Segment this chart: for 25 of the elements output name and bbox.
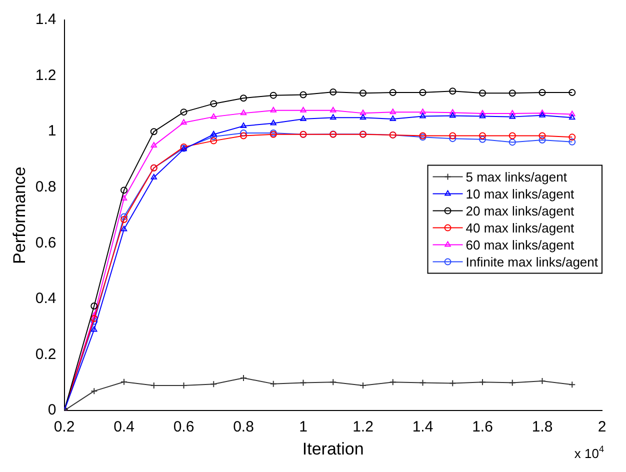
x-tick-label: 1.2 [352,418,374,436]
x-tick-label: 1.8 [532,418,553,436]
legend-label: Infinite max links/agent [466,254,598,270]
x-tick-label: 1 [299,418,308,436]
y-tick-label: 0.6 [35,234,56,252]
x-tick-label: 0.8 [233,418,254,436]
legend-label: 5 max links/agent [466,169,568,184]
x-tick-label: 1.4 [412,418,434,436]
y-tick-label: 0.4 [35,290,56,308]
y-tick-label: 0.2 [35,346,56,363]
y-tick-label: 0.8 [35,178,56,196]
y-tick-label: 0 [48,402,56,419]
x-tick-label: 2 [598,418,606,436]
y-tick-label: 1.4 [35,11,56,28]
y-tick-label: 1 [48,122,56,140]
legend-label: 10 max links/agent [466,186,575,202]
y-tick-label: 1.2 [35,66,56,84]
x-tick-label: 1.6 [472,418,493,436]
x-axis-title: Iteration [302,439,364,458]
y-axis-title: Performance [10,166,29,264]
legend-label: 20 max links/agent [466,203,575,218]
legend-label: 60 max links/agent [466,237,575,252]
x-tick-label: 0.6 [173,418,194,436]
x-tick-label: 0.4 [114,418,134,436]
legend-label: 40 max links/agent [466,220,575,236]
